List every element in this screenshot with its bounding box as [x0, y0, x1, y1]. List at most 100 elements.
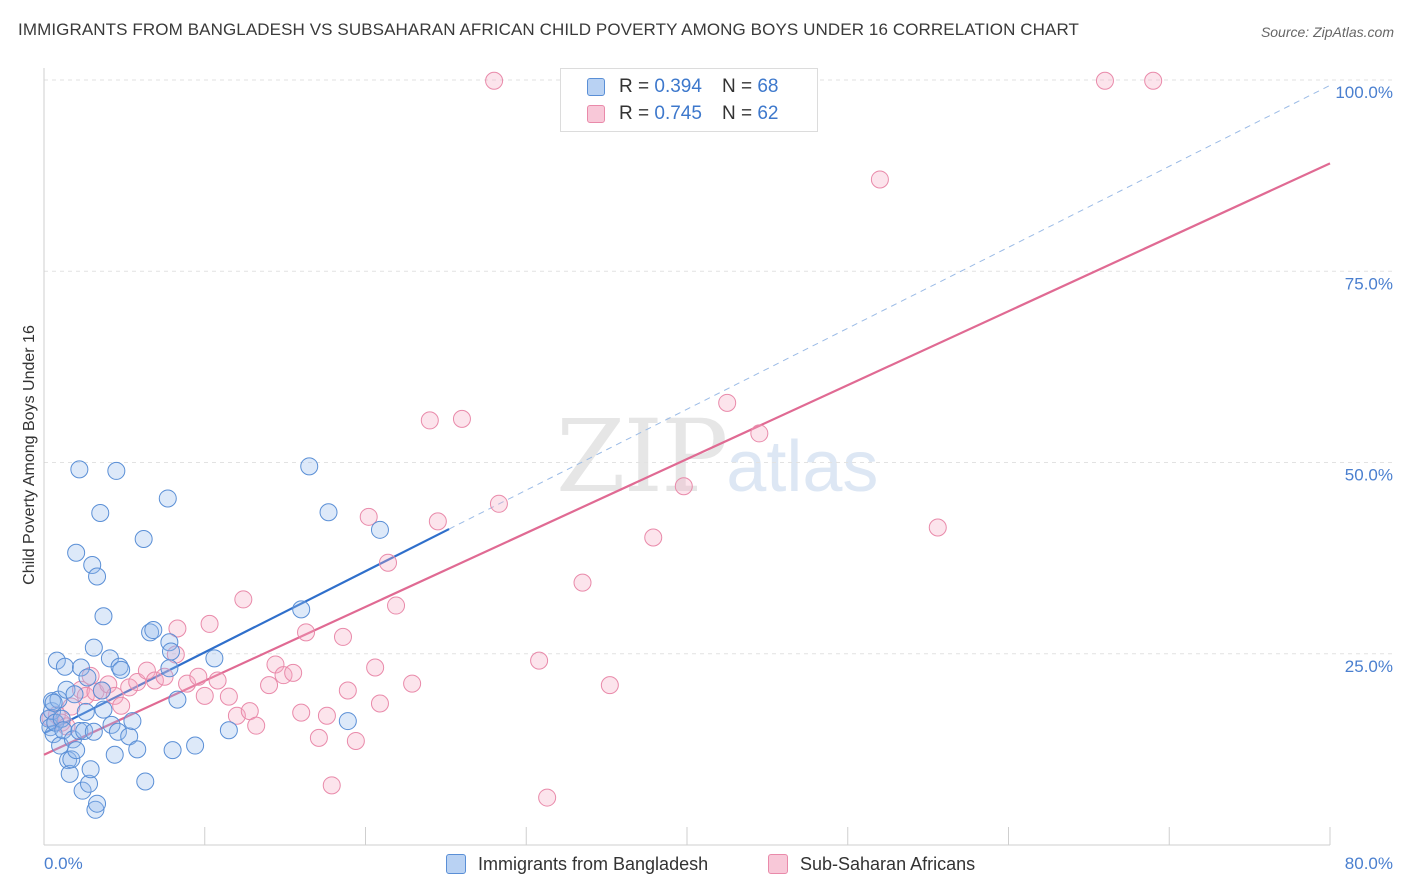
blue-point [83, 556, 102, 575]
legend-row-blue: R = 0.394 N = 68 [587, 75, 778, 99]
pink-point [1095, 71, 1114, 90]
pink-point [750, 424, 769, 443]
legend-r-label: R = [619, 76, 650, 97]
y-tick-label: 75.0% [1345, 274, 1393, 293]
legend-r-label: R = [619, 103, 650, 124]
pink-point [674, 477, 693, 496]
blue-point [292, 600, 311, 619]
pink-point [317, 706, 336, 725]
blue-point [141, 623, 160, 642]
blue-point [108, 722, 127, 741]
pink-point [247, 716, 266, 735]
blue-swatch [587, 78, 605, 96]
pink-point [366, 658, 385, 677]
x-tick-label: 0.0% [44, 854, 83, 873]
pink-point [322, 776, 341, 795]
watermark-atlas: atlas [726, 427, 879, 507]
legend-pink-n: 62 [757, 103, 779, 124]
blue-point [168, 690, 187, 709]
pink-point [333, 627, 352, 646]
axes [43, 68, 1331, 846]
blue-point [60, 764, 79, 783]
blue-point [144, 621, 163, 640]
pink-point [420, 411, 439, 430]
pink-point [573, 573, 592, 592]
blue-point [134, 530, 153, 548]
pink-legend-swatch [768, 854, 788, 874]
x-tick-label: 80.0% [1345, 854, 1393, 873]
blue-point [54, 721, 73, 740]
blue-point [78, 668, 97, 687]
pink-point [219, 687, 238, 706]
legend-blue-r: 0.394 [654, 76, 702, 97]
pink-swatch [587, 105, 605, 123]
blue-point [92, 681, 111, 700]
blue-point [81, 760, 100, 779]
y-tick-label: 25.0% [1345, 657, 1393, 676]
legend-pink-r: 0.745 [654, 103, 702, 124]
blue-point [91, 503, 110, 522]
blue-point [105, 745, 124, 764]
pink-point [297, 623, 316, 642]
blue-point [44, 693, 63, 712]
blue-point [44, 725, 63, 744]
blue-point [112, 660, 131, 679]
pink-point [387, 596, 406, 615]
y-tick-label: 100.0% [1335, 83, 1393, 102]
blue-point [67, 543, 86, 562]
pink-point [718, 393, 737, 412]
blue-point [76, 702, 95, 721]
chart-title: IMMIGRANTS FROM BANGLADESH VS SUBSAHARAN… [18, 20, 1080, 39]
blue-point [160, 633, 179, 652]
pink-point [338, 681, 357, 700]
blue-point [84, 722, 103, 741]
pink-point [76, 686, 95, 705]
trend-lines [43, 84, 1331, 756]
legend-row-pink: R = 0.745 N = 62 [587, 102, 778, 126]
series-legend-blue: Immigrants from Bangladesh [446, 852, 708, 876]
blue-point [52, 709, 71, 728]
blue-point [65, 685, 84, 704]
blue-point [319, 503, 338, 522]
pink-point [155, 667, 174, 686]
pink-point [379, 553, 398, 572]
pink-point [928, 518, 947, 537]
pink-point [370, 694, 389, 713]
blue-point [136, 772, 155, 791]
blue-point [80, 774, 99, 793]
pink-point [489, 494, 508, 513]
blue-point [94, 700, 113, 719]
blue-point [55, 657, 74, 676]
pink-point [870, 170, 889, 189]
pink-point [189, 667, 208, 686]
blue-point [94, 607, 113, 626]
blue-point [75, 722, 94, 741]
blue-point [107, 461, 126, 480]
blue-point [67, 741, 86, 760]
blue-point [161, 642, 180, 661]
pink-point [485, 71, 504, 90]
pink-point [128, 673, 147, 692]
tick-labels: 25.0% 50.0% 75.0% 100.0% 0.0% 80.0% [44, 83, 1393, 873]
blue-point [370, 520, 389, 539]
series-legend-pink-label: Sub-Saharan Africans [800, 853, 976, 874]
blue-point [88, 567, 107, 586]
series-legend-pink: Sub-Saharan Africans [768, 852, 975, 876]
pink-point [234, 590, 253, 609]
y-tick-label: 50.0% [1345, 466, 1393, 485]
blue-point [120, 727, 139, 746]
pink-point [403, 674, 422, 693]
y-axis-label: Child Poverty Among Boys Under 16 [21, 325, 38, 585]
blue-point [71, 658, 90, 677]
blue-point [70, 460, 89, 479]
pink-point [600, 676, 619, 695]
pink-point [292, 703, 311, 722]
blue-point [110, 657, 129, 676]
blue-point [300, 457, 319, 476]
watermark: ZIPatlas [556, 398, 878, 515]
blue-point [128, 740, 147, 759]
blue-point [102, 715, 121, 734]
blue-point [160, 659, 179, 678]
pink-point [359, 507, 378, 526]
pink-point [284, 663, 303, 682]
